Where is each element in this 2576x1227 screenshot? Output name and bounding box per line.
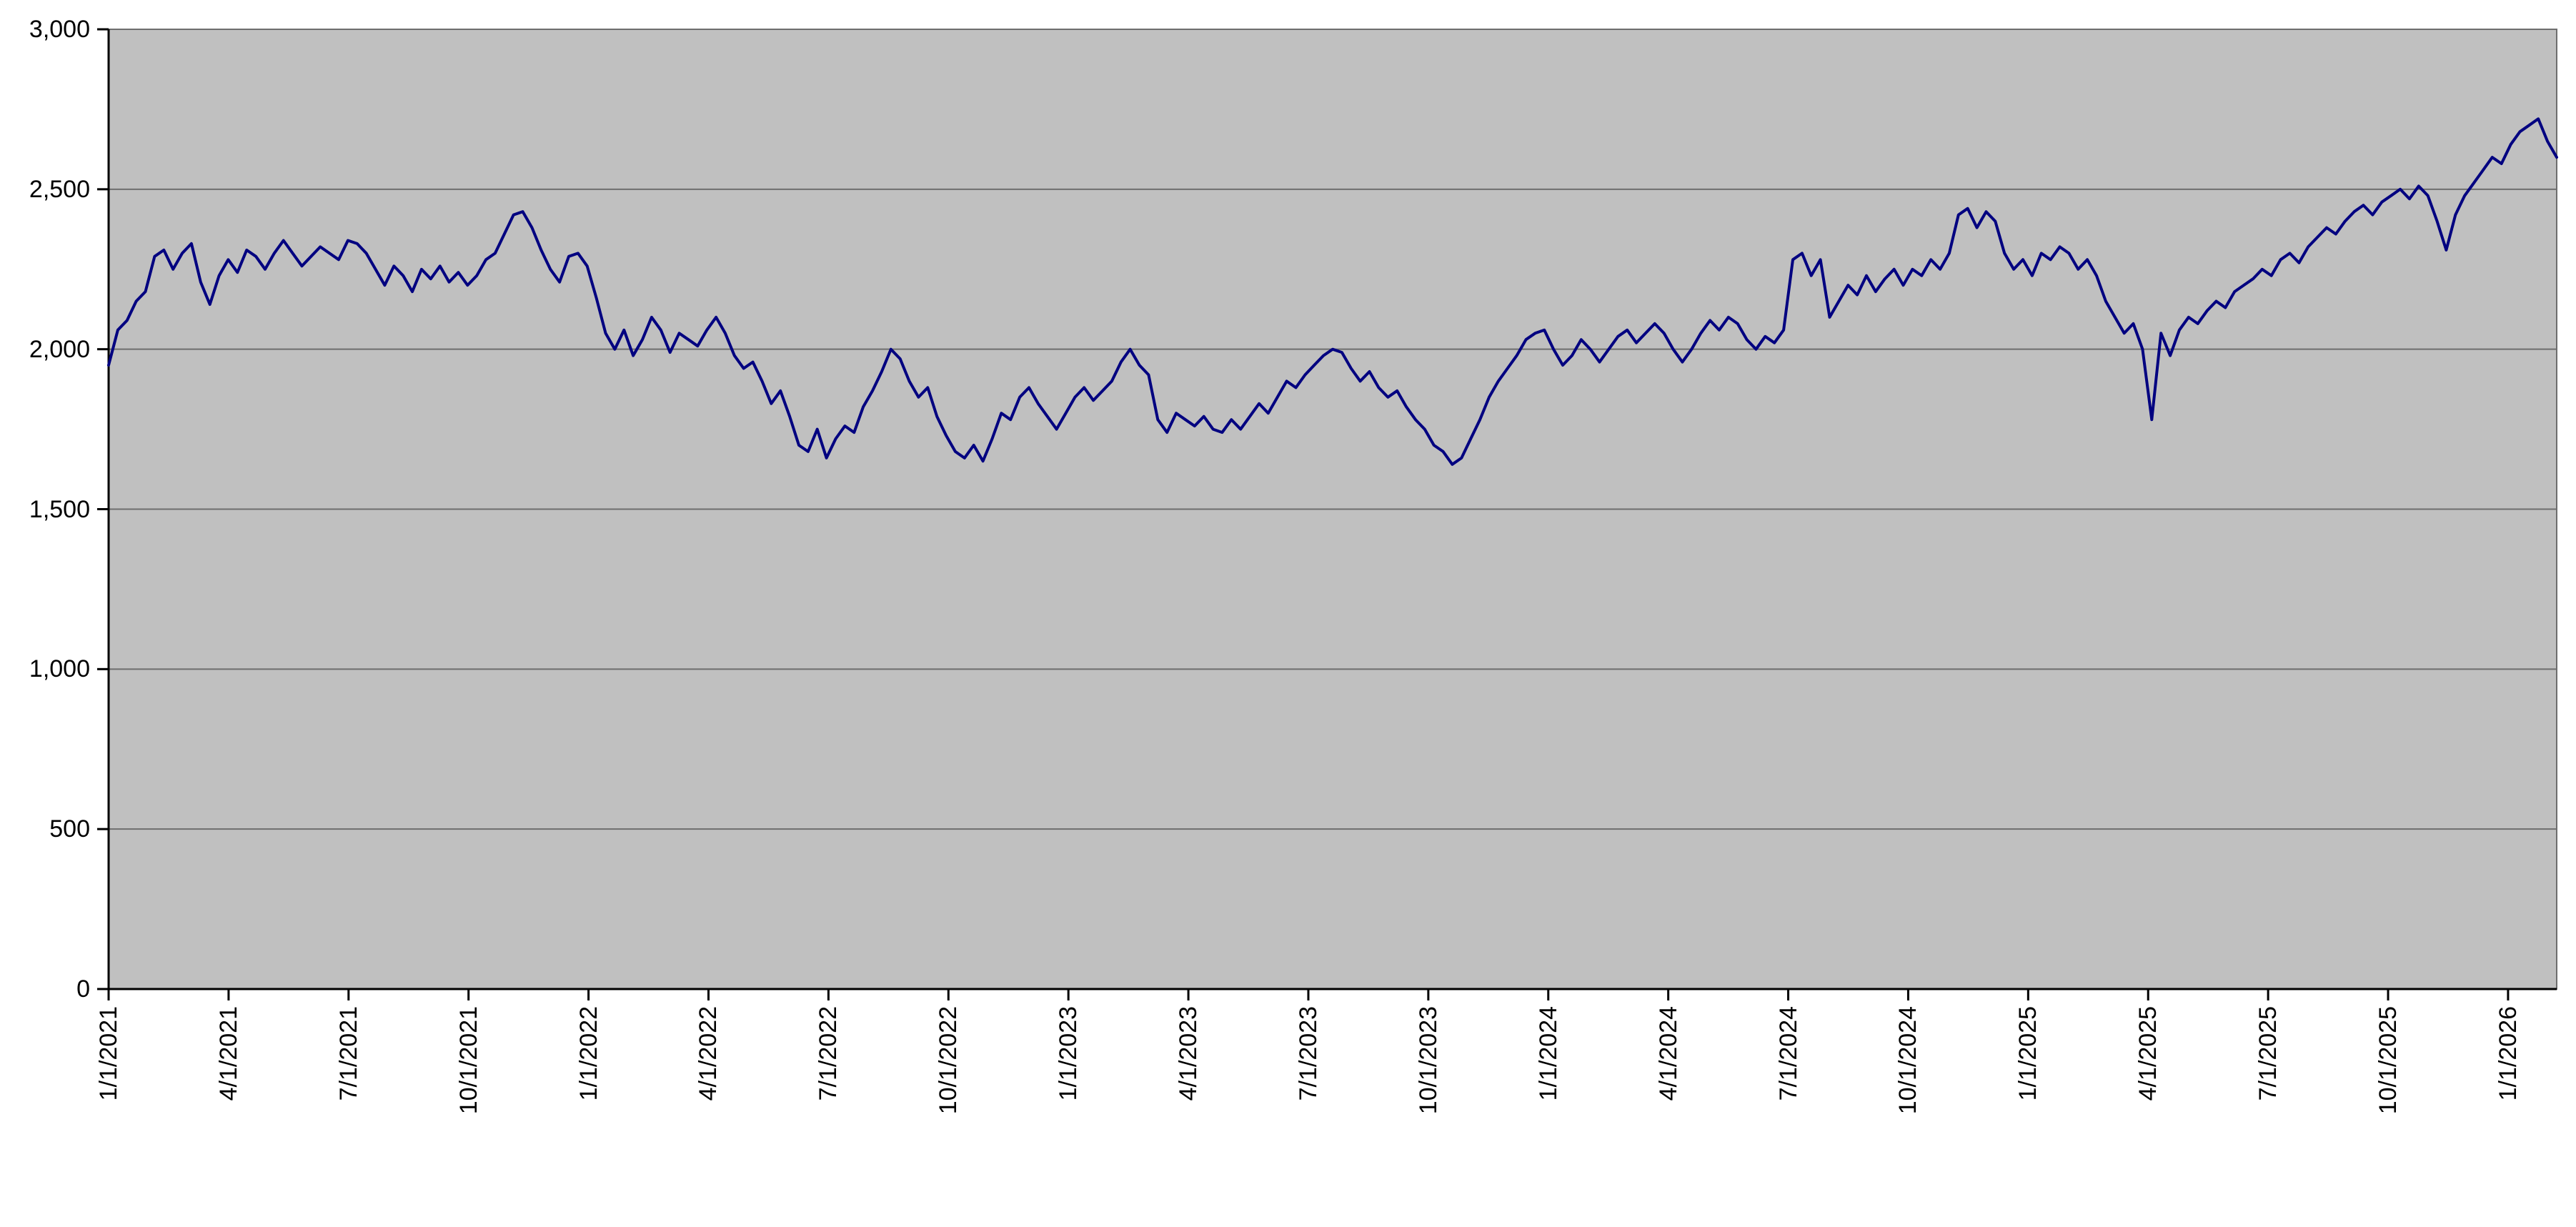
y-axis-tick-label: 3,000: [29, 16, 90, 43]
x-axis-tick-label: 4/1/2021: [214, 1006, 242, 1101]
series-line: [107, 117, 2558, 466]
x-axis-tick-label: 7/1/2021: [334, 1006, 362, 1101]
x-axis-tick-label: 1/1/2021: [95, 1006, 122, 1101]
x-axis-tick-label: 1/1/2024: [1534, 1006, 1562, 1101]
x-axis-tick-label: 4/1/2023: [1175, 1006, 1203, 1101]
x-axis-tick-label: 1/1/2025: [2014, 1006, 2042, 1101]
x-axis-tick-label: 1/1/2023: [1055, 1006, 1083, 1101]
y-axis-tick-label: 1,500: [29, 495, 90, 523]
y-axis-tick-label: 2,500: [29, 175, 90, 203]
x-axis-tick-label: 10/1/2021: [454, 1006, 482, 1115]
x-axis-tick-label: 1/1/2026: [2494, 1006, 2522, 1101]
x-axis-tick-label: 4/1/2024: [1654, 1006, 1682, 1101]
x-axis-tick-label: 10/1/2024: [1894, 1006, 1922, 1115]
x-axis-tick-label: 7/1/2025: [2254, 1006, 2282, 1101]
x-axis-tick-label: 1/1/2022: [575, 1006, 602, 1101]
y-axis-tick-label: 500: [49, 815, 90, 843]
y-axis-tick-label: 2,000: [29, 335, 90, 363]
x-axis-tick-label: 10/1/2022: [935, 1006, 963, 1115]
y-axis-tick-label: 1,000: [29, 655, 90, 683]
x-axis-tick-label: 4/1/2022: [695, 1006, 722, 1101]
y-axis-tick-label: 0: [76, 975, 90, 1003]
x-axis-tick-label: 7/1/2024: [1774, 1006, 1802, 1101]
x-axis-tick-label: 7/1/2023: [1294, 1006, 1322, 1101]
x-axis-tick-label: 7/1/2022: [815, 1006, 842, 1101]
x-axis-tick-label: 4/1/2025: [2134, 1006, 2162, 1101]
x-axis-tick-label: 10/1/2023: [1414, 1006, 1442, 1115]
x-axis-tick-label: 10/1/2025: [2374, 1006, 2402, 1115]
